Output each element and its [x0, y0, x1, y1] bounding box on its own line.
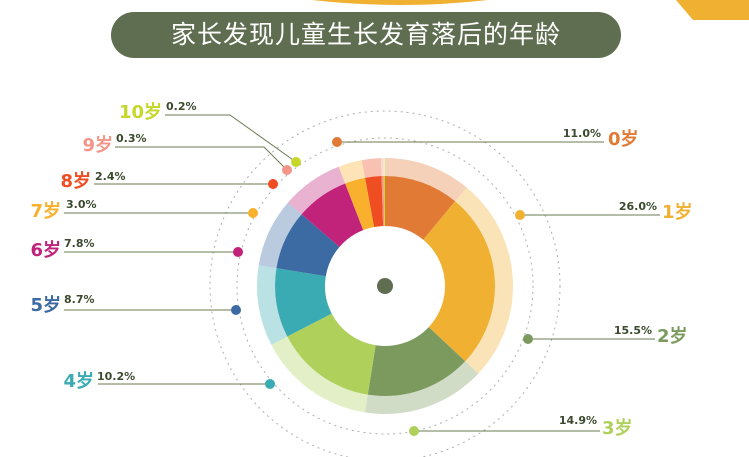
value-label-2岁: 15.5%	[614, 324, 652, 337]
category-label-4岁: 4岁	[63, 370, 94, 392]
donut-slices	[257, 158, 513, 414]
label-dot-1岁	[515, 210, 525, 220]
value-label-6岁: 7.8%	[64, 237, 95, 250]
slice-outer-2岁	[364, 361, 479, 414]
center-dot	[377, 278, 393, 294]
label-dot-9岁	[282, 165, 292, 175]
slice-5岁	[276, 214, 340, 277]
outer-dashed-ring	[209, 110, 561, 457]
label-dot-3岁	[409, 426, 419, 436]
slice-7岁	[345, 177, 375, 231]
value-label-7岁: 3.0%	[66, 198, 97, 211]
middle-dashed-ring	[236, 137, 534, 435]
label-dot-7岁	[248, 208, 258, 218]
category-label-2岁: 2岁	[657, 325, 688, 347]
slice-outer-3岁	[271, 336, 368, 413]
value-label-5岁: 8.7%	[64, 293, 95, 306]
slice-10岁	[383, 176, 385, 227]
slice-6岁	[301, 183, 364, 247]
label-dot-2岁	[523, 334, 533, 344]
label-dot-6岁	[233, 247, 243, 257]
category-label-5岁: 5岁	[30, 294, 61, 316]
value-label-10岁: 0.2%	[166, 100, 197, 113]
label-dot-5岁	[231, 305, 241, 315]
slice-4岁	[275, 268, 332, 337]
label-dot-8岁	[268, 179, 278, 189]
value-label-3岁: 14.9%	[559, 414, 597, 427]
slice-3岁	[287, 313, 376, 395]
top-ribbon-decoration	[312, 0, 488, 5]
slice-outer-9岁	[380, 158, 384, 177]
slice-8岁	[365, 176, 384, 227]
slice-0岁	[385, 176, 456, 240]
value-label-8岁: 2.4%	[95, 170, 126, 183]
corner-triangle-decoration	[676, 0, 749, 20]
category-label-3岁: 3岁	[602, 417, 633, 439]
category-label-0岁: 0岁	[608, 128, 639, 150]
value-label-0岁: 11.0%	[563, 127, 601, 140]
slice-9岁	[381, 176, 385, 227]
category-label-7岁: 7岁	[30, 200, 61, 222]
category-label-8岁: 8岁	[60, 170, 91, 192]
category-label-6岁: 6岁	[30, 239, 61, 261]
value-label-9岁: 0.3%	[116, 132, 147, 145]
slice-outer-1岁	[455, 187, 513, 374]
chart-title: 家长发现儿童生长发育落后的年龄	[111, 12, 621, 58]
slice-outer-5岁	[258, 202, 302, 269]
slice-1岁	[423, 201, 495, 362]
leader-lines	[64, 114, 660, 436]
slice-outer-0岁	[385, 158, 467, 202]
leader-line-9岁	[115, 146, 288, 171]
category-label-10岁: 10岁	[119, 101, 162, 123]
category-label-1岁: 1岁	[662, 201, 693, 223]
category-label-9岁: 9岁	[82, 134, 113, 156]
label-dot-0岁	[332, 137, 342, 147]
slice-outer-8岁	[361, 158, 382, 178]
value-label-1岁: 26.0%	[619, 200, 657, 213]
slice-outer-7岁	[338, 160, 366, 184]
slice-2岁	[367, 327, 466, 396]
value-label-4岁: 10.2%	[97, 370, 135, 383]
slice-labels: 11.0% 0岁 26.0% 1岁 15.5% 2岁 14.9% 3岁 10.2%4岁 8.7%5…	[30, 100, 692, 439]
slice-outer-4岁	[257, 265, 288, 345]
slice-outer-6岁	[287, 166, 346, 215]
label-dot-10岁	[291, 157, 301, 167]
slice-outer-10岁	[383, 158, 385, 177]
label-dot-4岁	[265, 379, 275, 389]
leader-line-10岁	[165, 114, 297, 163]
